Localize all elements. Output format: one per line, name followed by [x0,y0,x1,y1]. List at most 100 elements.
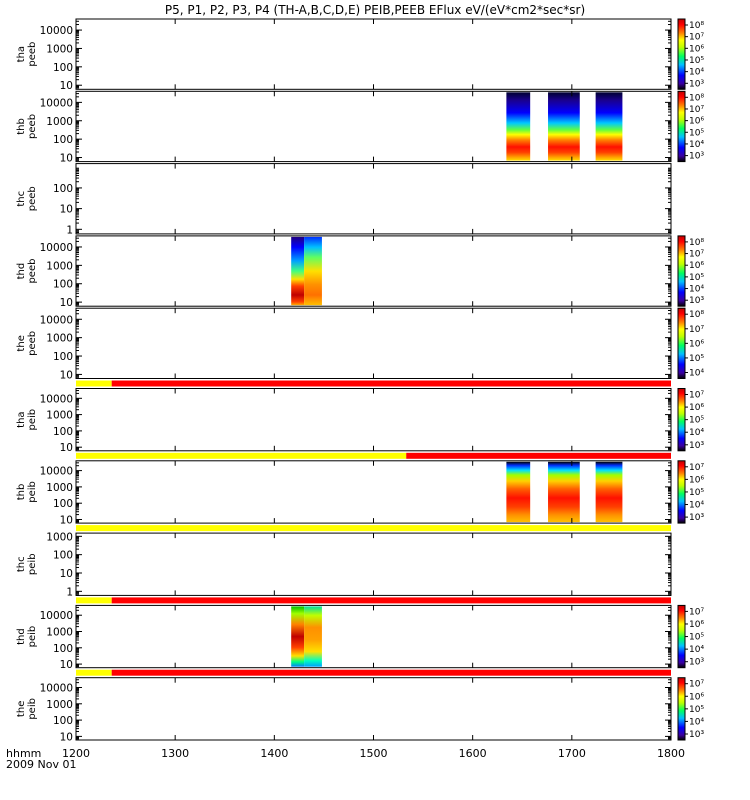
x-tick-label: 1500 [360,747,388,760]
y-tick-label: 100 [53,426,73,438]
colorbar-tick-label: 10³ [689,152,704,162]
y-tick-label: 100 [53,550,73,562]
y-tick-label: 10 [60,568,73,580]
colorbar-tick-label: 10⁷ [689,680,704,690]
flag-bar-red [406,452,671,459]
y-axis-label: peib [27,409,38,431]
y-axis-label: peeb [27,114,38,139]
colorbar-tick-label: 10⁸ [689,310,704,320]
y-tick-label: 1000 [46,410,73,422]
flag-bar-red [111,380,671,387]
x-tick-label: 1200 [62,747,90,760]
y-axis-label: the [16,335,27,351]
y-tick-label: 10 [60,514,73,526]
colorbar-tick-label: 10⁷ [689,463,704,473]
y-tick-label: 100 [53,183,73,195]
colorbar-tick-label: 10⁵ [689,705,704,715]
y-tick-label: 10 [60,297,73,309]
colorbar-tick-label: 10⁴ [689,285,704,295]
plot-frame [75,604,672,669]
y-tick-label: 10000 [40,314,73,326]
x-tick-label: 1300 [161,747,189,760]
y-tick-label: 10 [60,153,73,165]
y-tick-label: 1 [66,586,73,598]
colorbar [677,460,686,524]
x-tick-label: 1700 [558,747,586,760]
y-axis-label: thc [16,191,27,207]
x-tick-label: 1400 [260,747,288,760]
colorbar-tick-label: 10⁷ [689,607,704,617]
colorbar-tick-label: 10⁷ [689,33,704,43]
y-axis-label: the [16,701,27,717]
spectrogram-block [595,461,623,523]
colorbar-tick-label: 10⁶ [689,339,704,349]
panel-thb-peib: 10000 1000 100 10 thb peib 10⁷ 10⁶ 10⁵ 10⁴ 10³ [16,452,704,526]
plot-frame [75,388,672,452]
colorbar-tick-label: 10³ [689,730,704,740]
colorbar-tick-label: 10⁵ [689,488,704,498]
y-tick-label: 10000 [40,466,73,478]
y-tick-label: 10000 [40,610,73,622]
colorbar-tick-label: 10³ [689,513,704,523]
colorbar [677,235,686,307]
y-tick-label: 10000 [40,97,73,109]
spectrogram-block [506,92,531,161]
panel-the-peeb: 10000 1000 100 10 the peeb 10⁸ 10⁷ 10⁶ 10⁵ 10⁴ [16,307,704,381]
colorbar [677,677,686,741]
y-tick-label: 1000 [46,627,73,639]
y-tick-label: 1000 [46,531,73,543]
flag-bar-red [111,597,671,604]
colorbar-tick-label: 10⁴ [689,428,704,438]
colorbar-tick-label: 10⁵ [689,416,704,426]
colorbar-tick-label: 10⁸ [689,21,704,31]
plot-frame [75,460,672,524]
y-tick-label: 100 [53,134,73,146]
flag-bar-red [111,669,671,676]
colorbar-tick-label: 10⁵ [689,128,704,138]
y-axis-label: peeb [27,259,38,284]
y-axis-label: tha [16,46,27,62]
colorbar-tick-label: 10⁸ [689,238,704,248]
spectrogram-block [548,461,580,523]
colorbar-tick-label: 10³ [689,79,704,89]
colorbar-tick-label: 10⁶ [689,117,704,127]
y-tick-label: 100 [53,279,73,291]
colorbar-tick-label: 10⁶ [689,620,704,630]
x-tick-label: 1800 [657,747,685,760]
colorbar-tick-label: 10⁵ [689,273,704,283]
colorbar-tick-label: 10⁶ [689,261,704,271]
plot-frame [75,307,672,380]
y-axis-label: thb [16,118,27,135]
panel-tha-peib: 10000 1000 100 10 tha peib 10⁷ 10⁶ 10⁵ 10⁴ 10³ [16,380,704,454]
y-axis-label: peeb [27,186,38,211]
flag-bar-yellow [76,669,112,676]
colorbar-tick-label: 10⁷ [689,391,704,401]
spectrogram-block [304,236,322,306]
colorbar-tick-label: 10⁴ [689,645,704,655]
spectrogram-block [304,606,322,667]
y-tick-label: 1000 [46,699,73,711]
y-tick-label: 1000 [46,116,73,128]
colorbar-tick-label: 10⁴ [689,140,704,150]
y-tick-label: 100 [53,498,73,510]
y-tick-label: 1000 [46,43,73,55]
colorbar [677,307,686,380]
colorbar-tick-label: 10⁶ [689,692,704,702]
colorbar-tick-label: 10⁷ [689,325,704,335]
y-axis-label: peib [27,481,38,503]
y-axis-label: thd [16,628,27,645]
colorbar-tick-label: 10⁴ [689,717,704,727]
y-axis-label: peib [27,698,38,720]
plot-frame [75,677,672,741]
colorbar-tick-label: 10⁵ [689,354,704,364]
flag-bar-yellow [76,525,671,532]
panel-thc-peeb: 100 10 1 thc peeb [16,163,672,236]
flag-bar-yellow [76,452,407,459]
y-tick-label: 1 [66,224,73,236]
x-tick-label: 1600 [459,747,487,760]
plot-frame [75,163,672,235]
y-tick-label: 10000 [40,25,73,37]
y-tick-label: 10000 [40,242,73,254]
